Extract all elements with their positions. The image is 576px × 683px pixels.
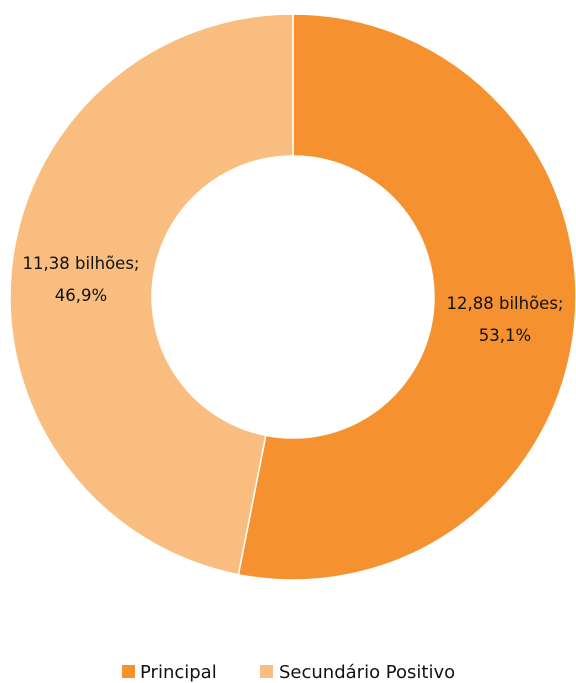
slice-value-label-secundario-positivo: 11,38 bilhões; [23, 254, 140, 273]
legend: Principal Secundário Positivo [122, 662, 455, 683]
slice-percent-label-principal: 53,1% [479, 326, 531, 345]
slice-label-secundario-positivo: 11,38 bilhões; 46,9% [23, 254, 140, 305]
slice-value-label-principal: 12,88 bilhões; [447, 294, 564, 313]
legend-label-secundario-positivo: Secundário Positivo [279, 662, 455, 683]
legend-label-principal: Principal [140, 662, 217, 683]
donut-slice-principal [237, 13, 576, 581]
legend-swatch-principal [122, 665, 135, 678]
legend-swatch-secundario-positivo [260, 665, 273, 678]
donut-slices [9, 13, 576, 581]
slice-label-principal: 12,88 bilhões; 53,1% [447, 294, 564, 345]
slice-percent-label-secundario-positivo: 46,9% [55, 286, 107, 305]
donut-slice-secundario-positivo [9, 13, 294, 576]
